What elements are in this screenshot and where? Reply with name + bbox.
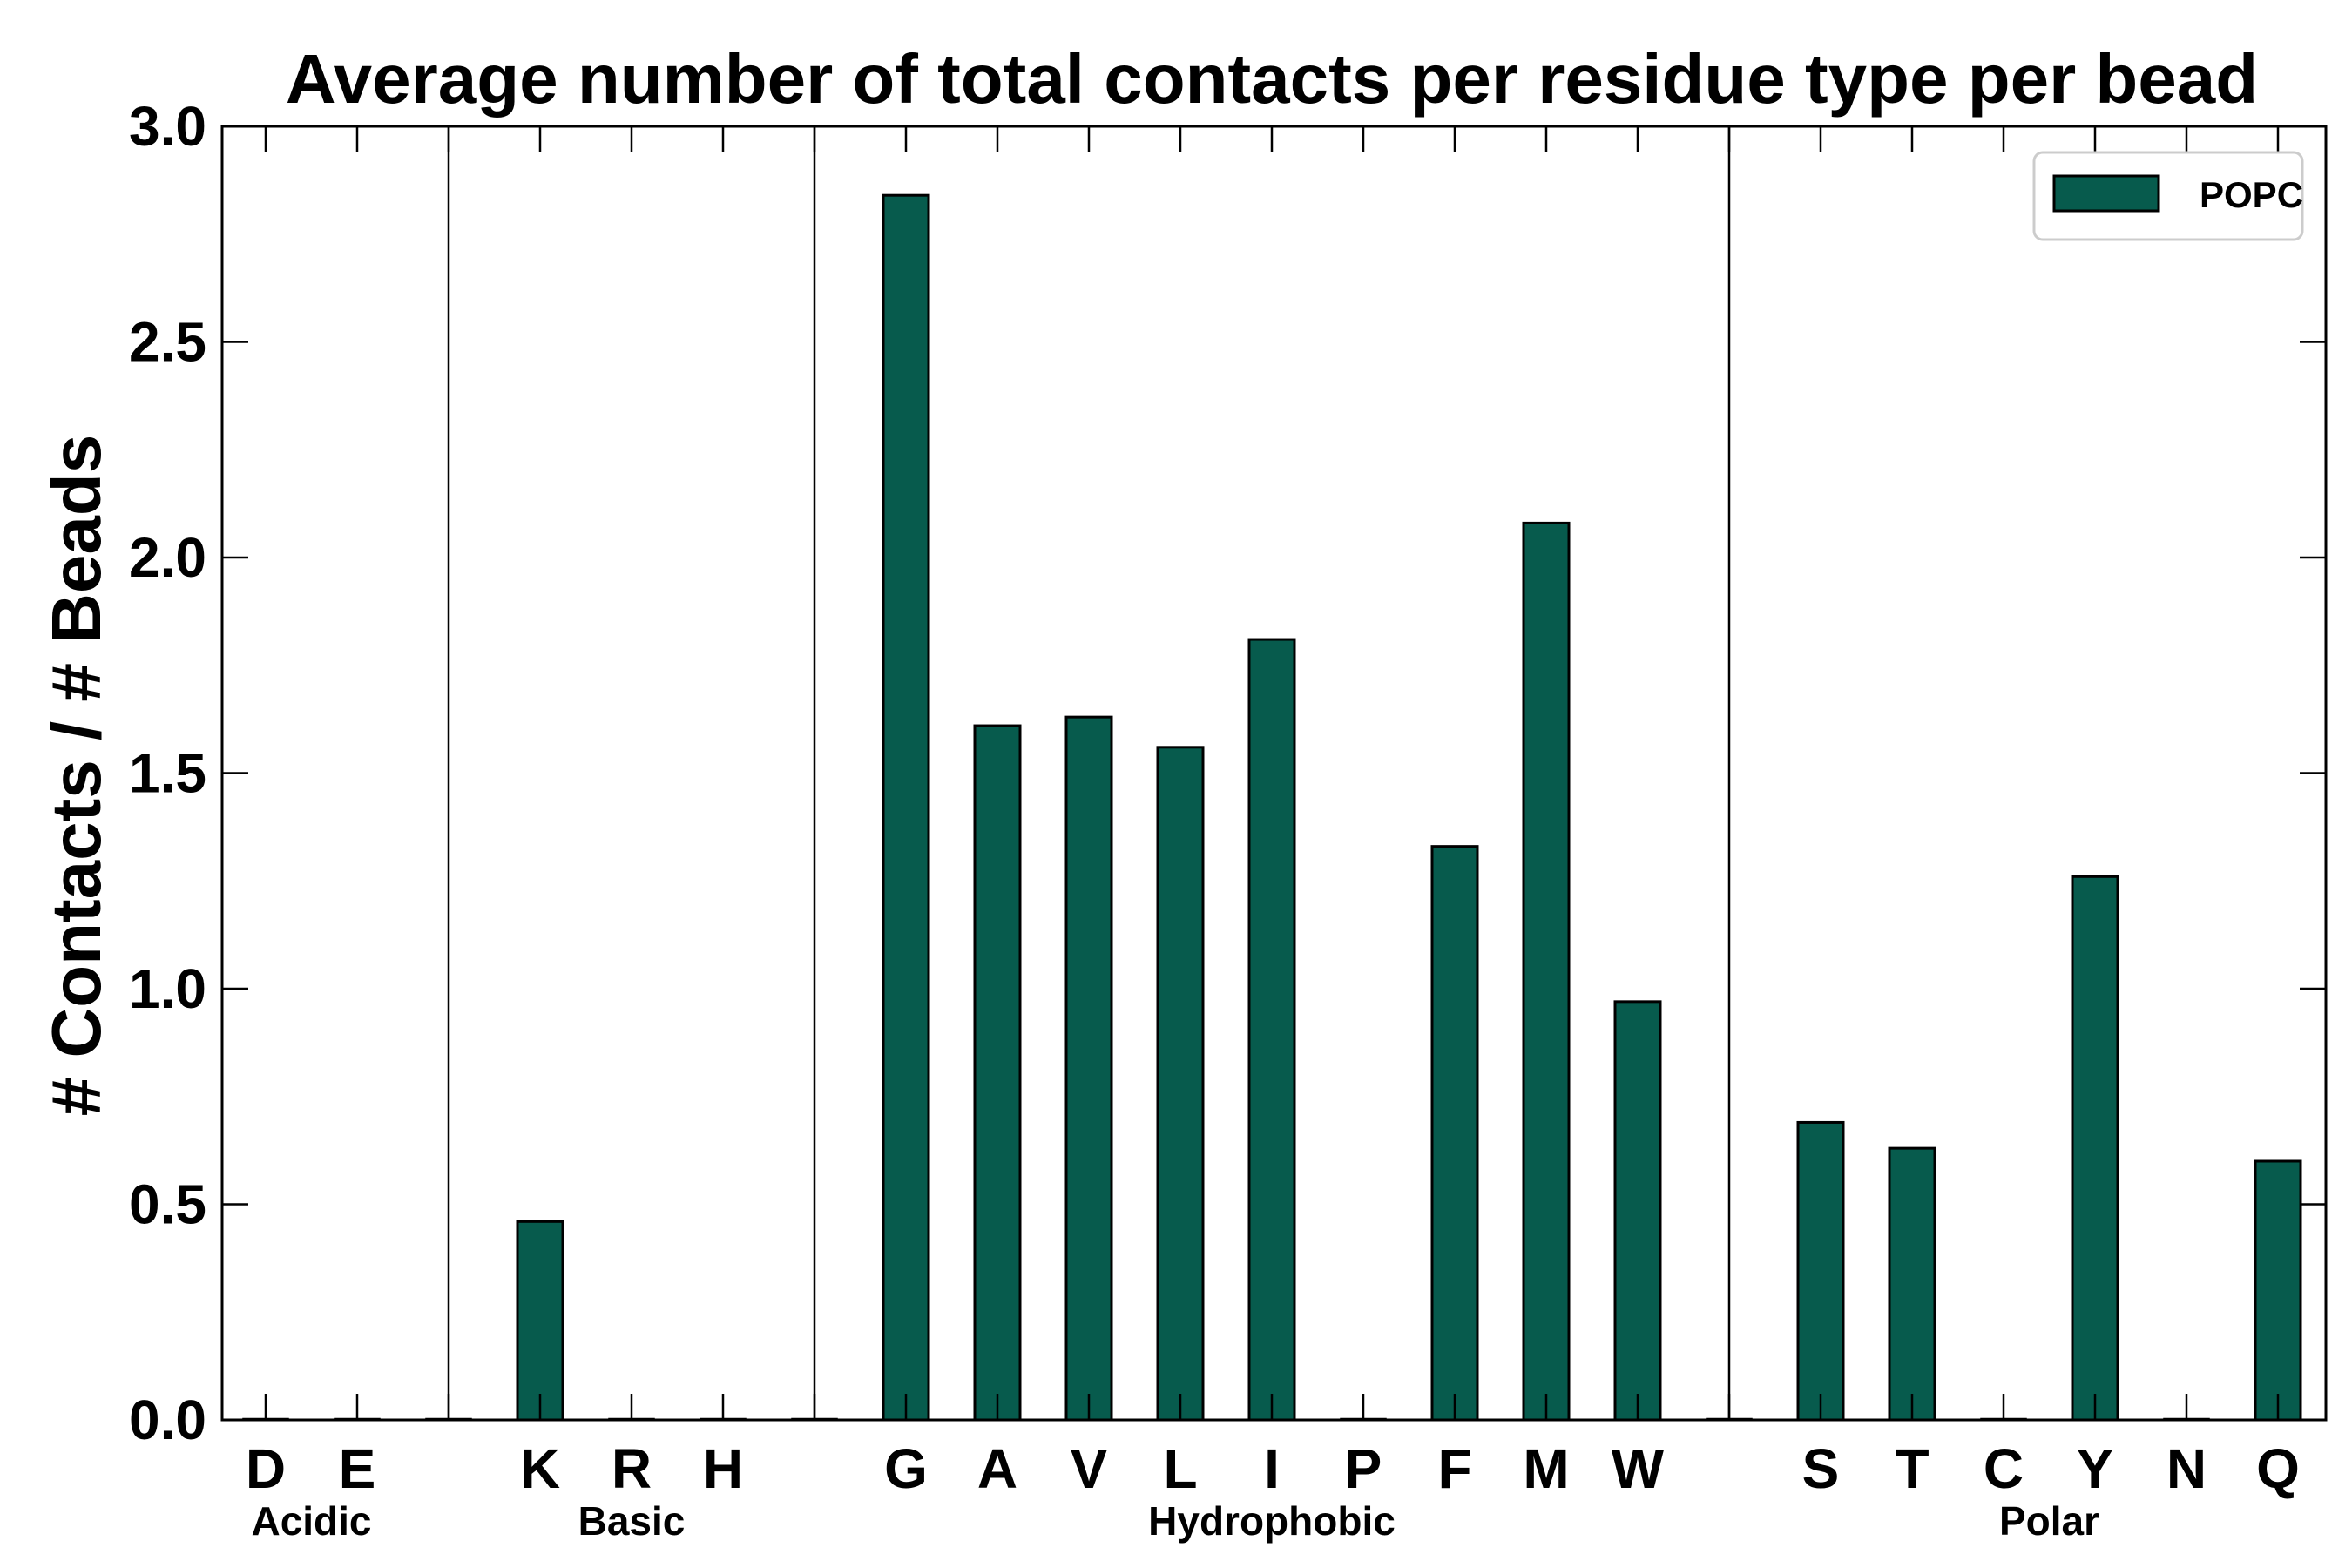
group-label-polar: Polar bbox=[1999, 1498, 2099, 1544]
x-tick-label-Y: Y bbox=[2077, 1437, 2114, 1500]
plot-frame bbox=[220, 125, 2328, 1422]
plot-area: 0.0 0.5 1.0 1.5 2.0 2.5 3.0 D E K R H G A V L I P F M W S T C Y N… bbox=[129, 95, 2326, 1544]
bar-K bbox=[516, 1220, 564, 1422]
x-tick-label-P: P bbox=[1345, 1437, 1382, 1500]
bar-G bbox=[882, 193, 930, 1422]
x-tick-label-Q: Q bbox=[2256, 1437, 2300, 1500]
bar-A bbox=[973, 724, 1022, 1422]
x-tick-label-T: T bbox=[1895, 1437, 1929, 1500]
x-tick-label-G: G bbox=[884, 1437, 928, 1500]
bar-V bbox=[1064, 715, 1113, 1422]
x-tick-label-A: A bbox=[977, 1437, 1017, 1500]
group-label-hydrophobic: Hydrophobic bbox=[1148, 1498, 1396, 1544]
x-tick-label-N: N bbox=[2166, 1437, 2207, 1500]
x-tick-label-E: E bbox=[339, 1437, 376, 1500]
bar-W bbox=[1613, 1000, 1662, 1422]
legend: POPC bbox=[2032, 151, 2304, 241]
bar-S bbox=[1796, 1120, 1845, 1422]
x-tick-label-S: S bbox=[1802, 1437, 1840, 1500]
bar-F bbox=[1430, 845, 1479, 1422]
x-tick-label-I: I bbox=[1264, 1437, 1280, 1500]
x-tick-label-W: W bbox=[1612, 1437, 1665, 1500]
chart-title: Average number of total contacts per res… bbox=[286, 40, 2258, 118]
y-tick-label-3: 1.5 bbox=[129, 742, 206, 805]
x-tick-label-R: R bbox=[612, 1437, 652, 1500]
legend-swatch-popc bbox=[2052, 174, 2160, 213]
group-label-acidic: Acidic bbox=[251, 1498, 371, 1544]
y-tick-label-6: 3.0 bbox=[129, 95, 206, 158]
x-tick-label-D: D bbox=[246, 1437, 286, 1500]
y-tick-label-2: 1.0 bbox=[129, 957, 206, 1020]
bar-I bbox=[1247, 638, 1296, 1422]
x-tick-label-K: K bbox=[520, 1437, 560, 1500]
y-tick-label-1: 0.5 bbox=[129, 1173, 206, 1236]
legend-label-popc: POPC bbox=[2200, 174, 2303, 215]
y-tick-label-4: 2.0 bbox=[129, 526, 206, 589]
x-tick-label-L: L bbox=[1163, 1437, 1197, 1500]
x-tick-label-V: V bbox=[1071, 1437, 1108, 1500]
y-axis-label: # Contacts / # Beads bbox=[37, 435, 115, 1117]
y-tick-label-0: 0.0 bbox=[129, 1389, 206, 1451]
bar-Q bbox=[2254, 1159, 2302, 1422]
bar-L bbox=[1156, 746, 1205, 1422]
x-tick-label-F: F bbox=[1437, 1437, 1471, 1500]
y-tick-label-5: 2.5 bbox=[129, 311, 206, 374]
x-tick-label-C: C bbox=[1984, 1437, 2024, 1500]
group-label-basic: Basic bbox=[578, 1498, 686, 1544]
bar-T bbox=[1888, 1146, 1936, 1422]
legend-box bbox=[2032, 151, 2304, 241]
x-tick-label-H: H bbox=[703, 1437, 743, 1500]
x-tick-label-M: M bbox=[1523, 1437, 1569, 1500]
bar-Y bbox=[2071, 875, 2119, 1422]
bar-M bbox=[1522, 521, 1571, 1422]
